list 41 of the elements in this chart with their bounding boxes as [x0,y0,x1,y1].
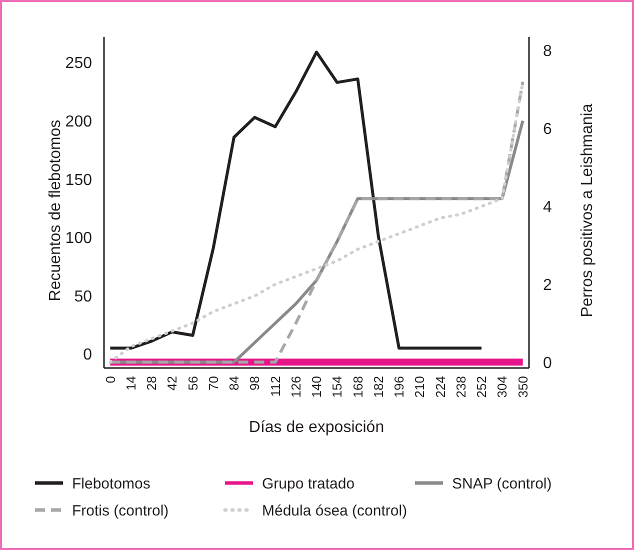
legend-label: Flebotomos [72,475,150,492]
x-tick-label: 304 [494,376,510,398]
x-tick-label: 140 [309,376,324,398]
y-tick-label: 250 [65,55,92,72]
x-tick-label: 210 [412,376,428,398]
legend-label: Médula ósea (control) [262,502,408,520]
legend-label: Frotis (control) [72,502,169,520]
y2-axis-title: Perros positivos a Leishmania [579,104,596,318]
x-tick-label: 98 [247,376,262,390]
y-tick-label: 50 [74,288,92,306]
x-tick-label: 238 [453,376,468,398]
x-tick-label: 112 [268,376,283,397]
x-axis-title: Días de exposición [248,419,384,436]
x-tick-label: 28 [144,376,159,390]
y-tick-label: 0 [83,346,92,364]
y-tick-label: 200 [65,114,92,131]
legend-label: SNAP (control) [452,475,552,492]
line-series [108,50,484,350]
x-tick-label: 126 [288,376,304,398]
x-tick-label: 196 [392,376,407,398]
x-tick-label: 350 [515,376,530,398]
y2-tick-label: 4 [543,198,552,216]
x-tick-label: 252 [474,376,490,398]
x-tick-label: 42 [164,376,180,390]
x-tick-label: 14 [123,376,138,390]
x-tick-label: 0 [102,376,118,384]
y-tick-label: 100 [65,230,92,248]
y-axis-title: Recuentos de flebotomos [47,120,64,302]
y2-tick-label: 6 [543,121,552,138]
x-tick-label: 154 [330,376,345,398]
x-tick-label: 168 [350,376,366,398]
x-tick-label: 56 [185,376,200,390]
x-tick-label: 182 [370,376,386,398]
y2-tick-label: 0 [543,354,552,372]
x-tick-label: 70 [206,376,221,390]
legend-label: Grupo tratado [262,475,355,492]
y-tick-label: 150 [65,172,92,189]
x-tick-label: 84 [226,376,242,390]
x-tick-label: 224 [432,376,448,398]
y2-tick-label: 2 [543,276,552,294]
y2-tick-label: 8 [543,43,552,60]
